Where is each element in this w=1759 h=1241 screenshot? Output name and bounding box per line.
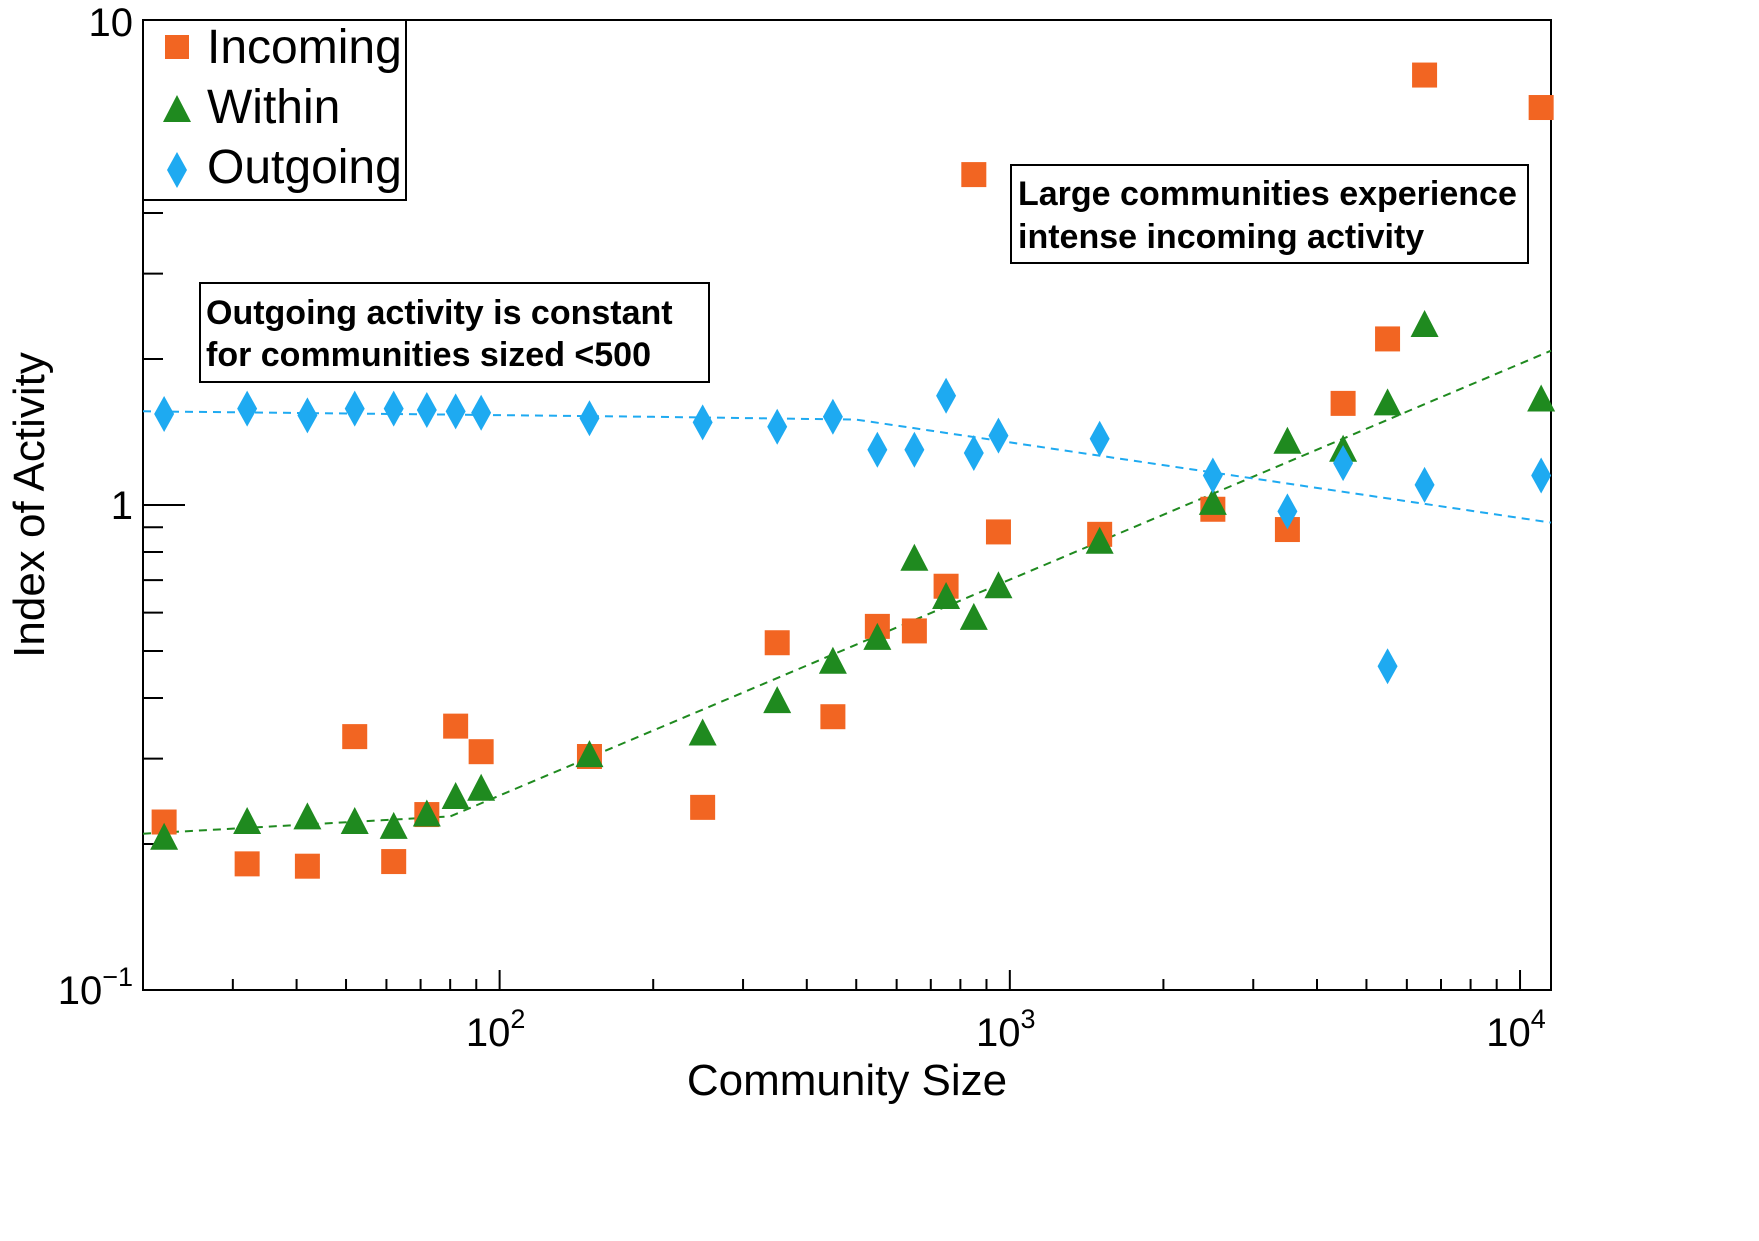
legend-marker-incoming [165,35,189,59]
point-outgoing [1377,648,1398,685]
point-incoming [234,851,260,877]
point-incoming [820,704,846,730]
point-within [1410,310,1439,338]
point-within [441,781,470,809]
point-outgoing [988,417,1009,454]
point-outgoing [1277,493,1298,530]
point-outgoing [692,404,713,441]
point-outgoing [383,390,404,427]
x-tick-label: 103 [976,1004,1036,1055]
point-within [818,646,847,674]
point-within [959,602,988,630]
y-axis-title: Index of Activity [5,352,54,658]
point-outgoing [297,397,318,434]
point-outgoing [963,435,984,472]
legend: Incoming Within Outgoing [142,19,407,201]
point-outgoing [416,391,437,428]
point-incoming [1375,326,1401,352]
point-outgoing [579,400,600,437]
point-outgoing [471,394,492,431]
point-outgoing [1333,445,1354,482]
x-axis-title: Community Size [687,1056,1007,1105]
point-within [1373,388,1402,416]
point-incoming [764,630,790,656]
annotation-outgoing-line-1: Outgoing activity is constant [206,294,673,332]
point-within [688,718,717,746]
point-incoming [961,162,987,188]
point-incoming [901,618,927,644]
point-within [575,740,604,768]
point-incoming [690,794,716,820]
point-incoming [468,739,494,765]
data-points [150,62,1556,879]
annotation-incoming-line-1: Large communities experience [1018,175,1517,213]
point-within [1198,487,1227,515]
x-tick-label: 102 [466,1004,526,1055]
point-outgoing [237,390,258,427]
point-within [293,802,322,830]
point-outgoing [904,431,925,468]
point-within [233,807,262,835]
tick-labels: 102 103 104 10−1 1 10 [58,1,1546,1055]
point-outgoing [1089,420,1110,457]
point-within [379,811,408,839]
point-incoming [985,519,1011,545]
point-outgoing [344,390,365,427]
point-outgoing [822,398,843,435]
point-within [900,543,929,571]
point-within [467,773,496,801]
point-within [340,807,369,835]
point-outgoing [154,396,175,433]
legend-label-incoming: Incoming [207,21,402,74]
point-incoming [443,713,469,739]
legend-label-outgoing: Outgoing [207,141,402,194]
annotation-incoming-line-2: intense incoming activity [1018,218,1424,256]
point-outgoing [867,431,888,468]
annotation-incoming-box [1010,164,1529,264]
annotation-incoming: Large communities experience intense inc… [1010,164,1529,264]
point-incoming [1528,95,1554,121]
legend-marker-outgoing [167,152,187,188]
annotation-outgoing-line-2: for communities sized <500 [206,336,651,374]
point-incoming [1330,390,1356,416]
legend-marker-within [163,95,191,122]
point-outgoing [1414,466,1435,503]
y-tick-label: 10−1 [58,962,133,1013]
point-incoming [381,849,407,875]
point-within [412,799,441,827]
point-outgoing [936,377,957,414]
point-outgoing [767,408,788,445]
annotation-outgoing: Outgoing activity is constant for commun… [199,282,710,383]
point-within [932,582,961,610]
point-outgoing [1531,457,1552,494]
x-tick-label: 104 [1486,1004,1546,1055]
point-within [1085,526,1114,554]
y-tick-label: 10 [89,1,134,45]
y-tick-label: 1 [111,484,133,528]
point-within [763,686,792,714]
point-within [1527,384,1556,412]
point-within [984,571,1013,599]
point-within [150,822,179,850]
point-within [1273,426,1302,454]
annotation-outgoing-box [199,282,710,383]
point-outgoing [1202,457,1223,494]
point-outgoing [445,393,466,430]
point-incoming [294,853,320,879]
point-within [863,622,892,650]
point-incoming [342,724,368,750]
point-incoming [1412,62,1438,88]
legend-label-within: Within [207,81,340,134]
